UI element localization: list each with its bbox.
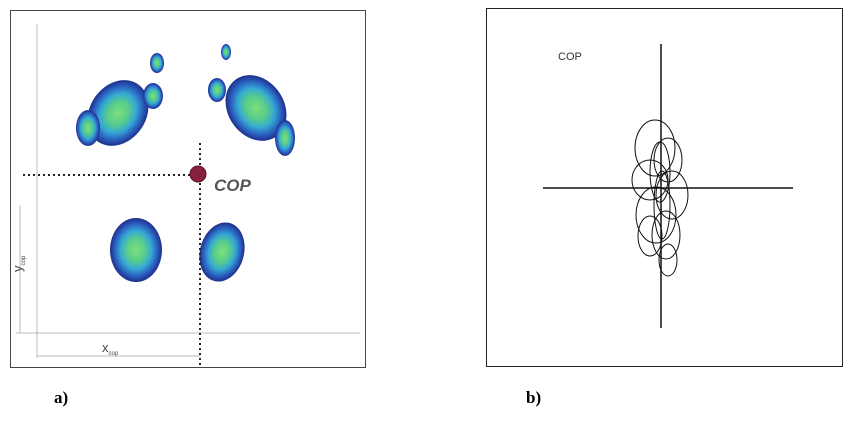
caption: a) (54, 388, 68, 407)
toe-right (208, 78, 226, 102)
heel-left (110, 218, 162, 282)
toe-right (275, 120, 295, 156)
figure: COP xcop ycop COP a) b) (0, 0, 846, 430)
panel-a: COP xcop ycop (10, 11, 366, 369)
cop-label: COP (558, 51, 582, 63)
cop-label: COP (214, 176, 252, 195)
panel-frame (11, 11, 366, 368)
page: COP xcop ycop COP a) b) (() => { const d… (0, 0, 846, 430)
x-label-sub: cop (109, 351, 119, 357)
toe-left (143, 83, 163, 109)
pressure-blob (221, 44, 231, 60)
cop-marker (190, 166, 206, 182)
panel-b: COP (487, 9, 843, 367)
caption: b) (526, 388, 541, 407)
toe-left (76, 110, 100, 146)
pressure-blob (150, 53, 164, 73)
y-label-sub: cop (21, 255, 27, 265)
